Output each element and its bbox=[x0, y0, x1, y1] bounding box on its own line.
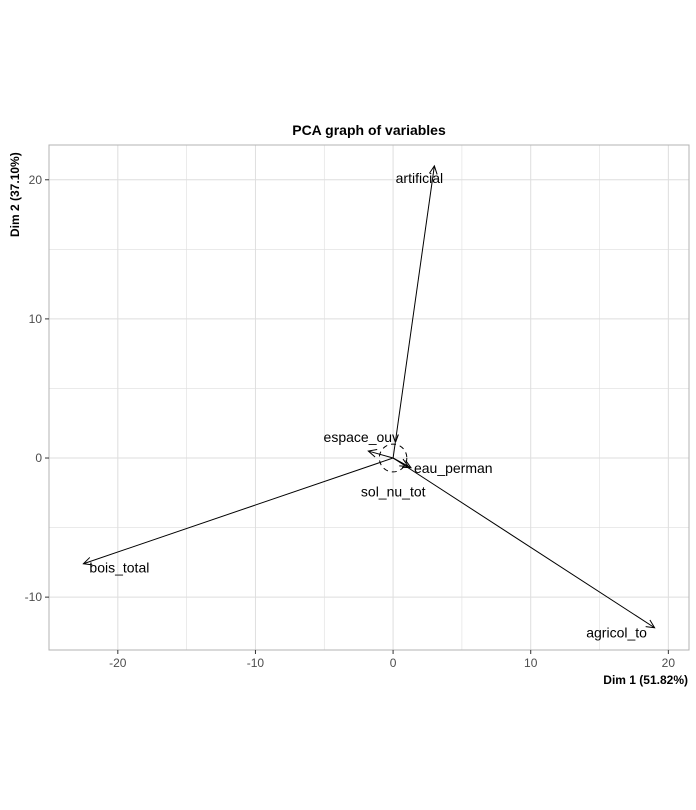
arrow-artificial bbox=[392, 164, 438, 459]
arrow-head-espace_ouv bbox=[367, 449, 378, 458]
arrow-head-eau_perman bbox=[401, 460, 412, 469]
x-tick-label: 10 bbox=[524, 656, 538, 670]
label-eau_perman: eau_perman bbox=[414, 460, 493, 476]
y-tick-label: 10 bbox=[29, 312, 43, 326]
arrow-bois_total bbox=[82, 457, 394, 566]
label-sol_nu_tot: sol_nu_tot bbox=[361, 483, 426, 499]
label-espace_ouv: espace_ouv bbox=[324, 429, 400, 445]
arrow-shaft-bois_total bbox=[83, 457, 394, 565]
chart-title: PCA graph of variables bbox=[292, 122, 446, 138]
arrow-shaft-agricol_to bbox=[392, 457, 655, 629]
label-bois_total: bois_total bbox=[89, 560, 149, 576]
arrow-espace_ouv bbox=[367, 449, 394, 459]
arrow-shaft-espace_ouv bbox=[368, 450, 394, 459]
tick-labels: -20 -10 0 10 20 -10 0 10 20 bbox=[25, 173, 676, 670]
unit-circle-layer bbox=[378, 443, 408, 473]
x-tick-label: -10 bbox=[247, 656, 265, 670]
arrow-head-sol_nu_tot bbox=[399, 458, 410, 467]
y-tick-label: 20 bbox=[29, 173, 43, 187]
arrow-head-bois_total bbox=[82, 557, 93, 566]
x-tick-label: 20 bbox=[662, 656, 676, 670]
label-artificial: artificial bbox=[396, 170, 443, 186]
label-agricol_to: agricol_to bbox=[586, 625, 647, 641]
arrow-agricol_to bbox=[392, 457, 656, 629]
y-tick-label: -10 bbox=[25, 590, 43, 604]
y-axis-title: Dim 2 (37.10%) bbox=[8, 152, 22, 237]
arrow-shaft-artificial bbox=[392, 165, 435, 459]
variable-labels: artificial espace_ouv eau_perman sol_nu_tot… bbox=[89, 170, 647, 641]
x-tick-label: -20 bbox=[109, 656, 127, 670]
y-tick-label: 0 bbox=[35, 451, 42, 465]
arrows bbox=[82, 164, 656, 629]
panel-border bbox=[48, 144, 690, 651]
x-axis-title: Dim 1 (51.82%) bbox=[603, 673, 688, 687]
arrow-head-agricol_to bbox=[645, 619, 656, 629]
x-tick-label: 0 bbox=[390, 656, 397, 670]
arrow-head-artificial bbox=[428, 164, 438, 175]
grid bbox=[48, 145, 689, 650]
unit-circle bbox=[378, 443, 408, 473]
